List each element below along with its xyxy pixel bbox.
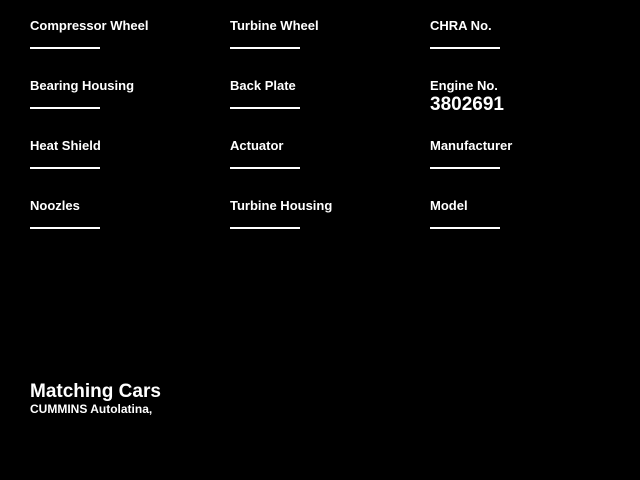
field-label-turbine-housing: Turbine Housing — [230, 198, 333, 213]
matching-cars-text: CUMMINS Autolatina, — [30, 402, 153, 416]
field-noozles: Noozles — [30, 198, 220, 256]
field-label-bearing-housing: Bearing Housing — [30, 78, 135, 93]
blank-line-bearing-housing — [30, 107, 100, 109]
blank-line-compressor-wheel — [30, 47, 100, 49]
field-bearing-housing: Bearing Housing — [30, 78, 220, 136]
field-turbine-housing: Turbine Housing — [230, 198, 420, 256]
field-label-heat-shield: Heat Shield — [30, 138, 101, 153]
blank-line-noozles — [30, 227, 100, 229]
blank-line-heat-shield — [30, 167, 100, 169]
field-turbine-wheel: Turbine Wheel — [230, 18, 420, 76]
field-manufacturer: Manufacturer — [430, 138, 620, 196]
field-label-model: Model — [430, 198, 468, 213]
blank-line-actuator — [230, 167, 300, 169]
field-heat-shield: Heat Shield — [30, 138, 220, 196]
blank-line-model — [430, 227, 500, 229]
field-back-plate: Back Plate — [230, 78, 420, 136]
field-compressor-wheel: Compressor Wheel — [30, 18, 220, 76]
field-label-turbine-wheel: Turbine Wheel — [230, 18, 319, 33]
blank-line-turbine-wheel — [230, 47, 300, 49]
blank-line-manufacturer — [430, 167, 500, 169]
field-engine-no: Engine No. 3802691 — [430, 78, 620, 136]
matching-cars-section: Matching Cars CUMMINS Autolatina, — [30, 382, 161, 417]
field-label-manufacturer: Manufacturer — [430, 138, 513, 153]
field-model: Model — [430, 198, 620, 256]
field-label-chra-no: CHRA No. — [430, 18, 492, 33]
blank-line-chra-no — [430, 47, 500, 49]
blank-line-turbine-housing — [230, 227, 300, 229]
field-label-actuator: Actuator — [230, 138, 284, 153]
blank-line-back-plate — [230, 107, 300, 109]
matching-cars-heading: Matching Cars — [30, 381, 161, 402]
field-label-back-plate: Back Plate — [230, 78, 296, 93]
field-label-noozles: Noozles — [30, 198, 80, 213]
field-chra-no: CHRA No. — [430, 18, 620, 76]
field-label-compressor-wheel: Compressor Wheel — [30, 18, 149, 33]
field-actuator: Actuator — [230, 138, 420, 196]
engine-no-value: 3802691 — [430, 94, 504, 115]
field-label-engine-no: Engine No. — [430, 78, 498, 93]
